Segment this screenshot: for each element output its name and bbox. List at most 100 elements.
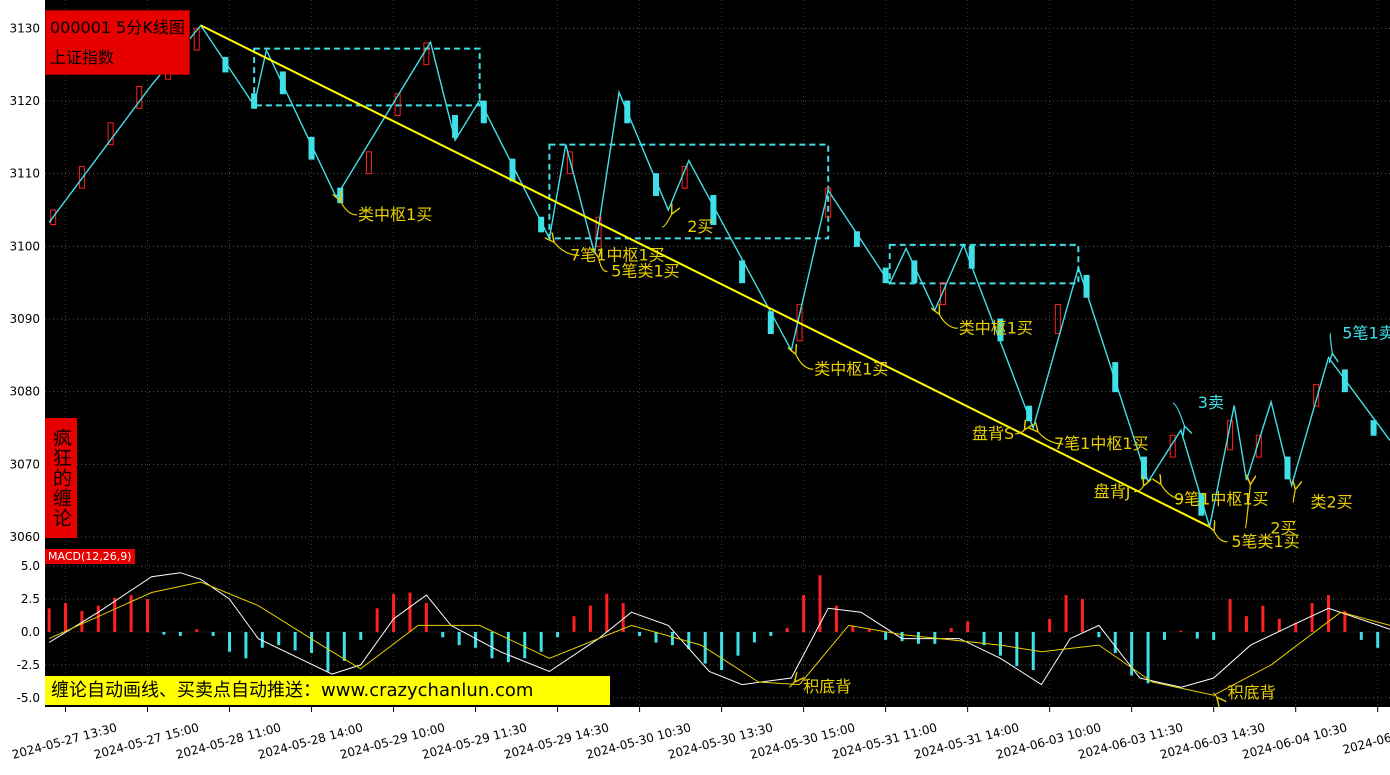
annotation-arrow <box>939 313 958 329</box>
macd-bar <box>47 608 51 632</box>
header-name: 上证指数 <box>50 48 115 67</box>
annotation-arrow <box>340 200 358 216</box>
macd-bar <box>1162 631 1166 640</box>
annotation-arrow <box>1134 485 1144 493</box>
dea-line <box>48 581 1390 696</box>
macd-bar <box>277 631 281 646</box>
macd-bar <box>556 631 560 638</box>
annotation-arrow <box>1213 692 1218 698</box>
macd-bar <box>621 603 625 632</box>
y-tick-label: 3100 <box>9 239 40 253</box>
annotation-arrow <box>1293 488 1295 504</box>
annotation-arrow <box>1160 483 1184 500</box>
header: 000001 5分K线图 上证指数 <box>45 10 190 75</box>
macd-bar <box>506 631 510 663</box>
macd-bar <box>1343 610 1347 632</box>
y-tick-label: 3090 <box>9 312 40 326</box>
macd-bar <box>752 631 756 643</box>
candle <box>652 173 659 196</box>
y-tick-label: 5.0 <box>21 559 40 573</box>
annotation-arrow <box>1330 332 1332 355</box>
annotation-label: 类2买 <box>1310 492 1352 511</box>
macd-bar <box>1294 622 1298 632</box>
stroke-line <box>48 24 1390 527</box>
macd-bar <box>1261 605 1265 632</box>
candle <box>78 165 85 189</box>
macd-bar <box>1310 603 1314 632</box>
header-code: 000001 5分K线图 <box>50 18 185 37</box>
macd-bar <box>802 595 806 632</box>
macd-bar <box>1064 595 1068 632</box>
annotation-label: 积底背 <box>1228 683 1276 702</box>
candle <box>1198 492 1205 516</box>
candle <box>50 209 57 226</box>
macd-bar <box>949 628 953 632</box>
y-tick-label: 3070 <box>9 457 40 471</box>
annotation-arrow <box>789 681 795 688</box>
y-tick-label: -5.0 <box>17 691 40 705</box>
macd-bar <box>228 631 232 652</box>
macd-bar <box>293 631 297 651</box>
macd-bar <box>638 631 642 636</box>
candle <box>1341 369 1348 393</box>
candle <box>365 151 372 175</box>
annotation-arrow <box>598 257 608 273</box>
y-tick-label: 3120 <box>9 94 40 108</box>
macd-bar <box>572 616 576 632</box>
macd-bar <box>457 631 461 646</box>
annotation-arrow <box>553 241 580 256</box>
annotation-arrow <box>1214 530 1228 543</box>
macd-bar <box>720 631 724 671</box>
annotation-arrow <box>1037 431 1064 445</box>
annotation-label: 盘背J <box>1094 482 1131 501</box>
y-tick-label: 3130 <box>9 21 40 35</box>
annotation-label: 5笔类1买 <box>611 262 679 281</box>
macd-bar <box>146 599 150 632</box>
macd-bar <box>195 629 199 632</box>
macd-bar <box>539 631 543 652</box>
candle <box>1313 383 1320 407</box>
candle <box>107 122 114 146</box>
banner: 缠论自动画线、买卖点自动推送：www.crazychanlun.com <box>45 676 610 705</box>
y-tick-label: 3080 <box>9 385 40 399</box>
macd-bar <box>1179 630 1183 632</box>
macd-bar <box>1277 618 1281 632</box>
macd-bar <box>342 631 346 661</box>
macd-bar <box>1244 616 1248 632</box>
macd-bar <box>375 608 379 632</box>
macd-bar <box>916 631 920 644</box>
macd-bar <box>244 631 248 659</box>
candle <box>193 27 200 51</box>
annotation-label: 7笔1中枢1买 <box>1054 434 1149 453</box>
macd-bar <box>1359 631 1363 640</box>
zhongshu-box <box>253 47 481 107</box>
y-tick-label: 3060 <box>9 530 40 544</box>
macd-bar <box>80 610 84 632</box>
macd-bar <box>326 631 330 672</box>
annotation-label: 5笔1卖 <box>1342 324 1390 343</box>
macd-bar <box>818 575 822 632</box>
candle <box>882 267 889 284</box>
macd-bar <box>851 625 855 632</box>
macd-bar <box>490 631 494 659</box>
macd-bar <box>867 629 871 632</box>
macd-bar <box>1113 631 1117 654</box>
annotation-arrow <box>795 353 814 370</box>
zhongshu-box <box>888 243 1080 285</box>
macd-bar <box>441 631 445 638</box>
side-label: 疯狂的缠论 <box>45 418 77 538</box>
candle <box>739 260 746 284</box>
macd-bar <box>1326 595 1330 632</box>
candle <box>911 260 918 284</box>
annotation-arrow <box>1172 402 1185 427</box>
candle <box>222 56 229 73</box>
annotation-label: 2买 <box>687 217 713 236</box>
macd-bar <box>1146 631 1150 684</box>
macd-bar <box>424 603 428 632</box>
candle <box>595 216 602 247</box>
macd-bar <box>392 593 396 632</box>
macd-bar <box>408 592 412 632</box>
plot-area <box>45 0 1390 707</box>
annotation-label: 类中枢1买 <box>959 318 1033 337</box>
macd-bar <box>834 605 838 632</box>
